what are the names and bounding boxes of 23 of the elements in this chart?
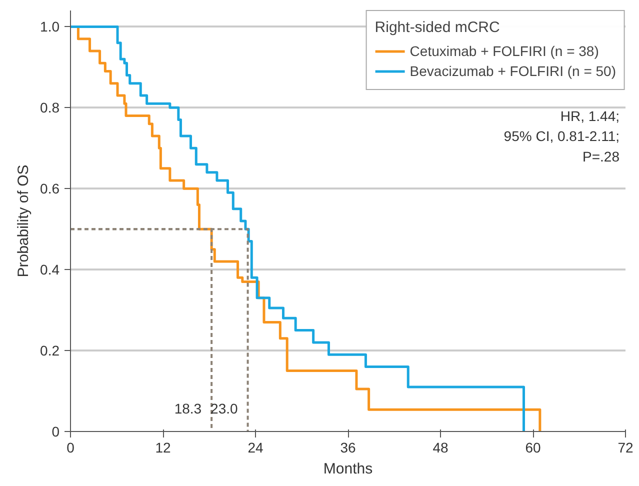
y-tick-label: 0.8: [40, 100, 60, 116]
legend-label: Cetuximab + FOLFIRI (n = 38): [410, 43, 599, 59]
annotation: P=.28: [582, 148, 620, 164]
annotation: 23.0: [210, 400, 238, 416]
x-tick-label: 48: [432, 440, 448, 456]
x-tick-label: 36: [340, 440, 356, 456]
y-tick-label: 0.6: [40, 180, 60, 197]
y-tick-label: 1.0: [40, 18, 60, 35]
legend-label: Bevacizumab + FOLFIRI (n = 50): [410, 63, 616, 79]
y-tick-label: 0.4: [40, 262, 60, 278]
x-tick-label: 72: [618, 440, 634, 456]
y-tick-label: 0: [52, 424, 60, 440]
annotation: HR, 1.44;: [560, 108, 620, 124]
x-tick-label: 60: [525, 440, 541, 456]
x-axis-title: Months: [323, 460, 373, 478]
x-tick-label: 12: [155, 440, 171, 456]
annotation: 18.3: [174, 400, 202, 416]
x-tick-label: 0: [66, 440, 75, 456]
legend-title: Right-sided mCRC: [374, 19, 501, 36]
annotation: 95% CI, 0.81-2.11;: [504, 128, 620, 144]
y-tick-label: 0.2: [40, 342, 60, 359]
x-tick-label: 24: [248, 440, 264, 456]
y-axis-title: Probability of OS: [15, 164, 32, 278]
